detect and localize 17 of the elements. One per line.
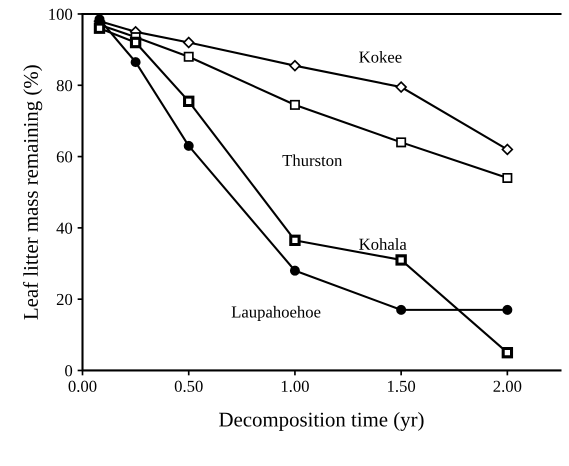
x-axis-title: Decomposition time (yr) <box>219 412 424 431</box>
y-tick-label: 100 <box>49 8 72 20</box>
series-label: Kohala <box>359 238 407 250</box>
x-tick-label: 1.50 <box>388 380 416 392</box>
x-tick-label: 0.00 <box>68 380 96 392</box>
x-tick-label: 1.00 <box>282 380 309 392</box>
series-label: Thurston <box>282 154 342 166</box>
series-label: Kokee <box>359 50 402 63</box>
y-tick-label: 0 <box>65 365 72 376</box>
x-tick-label: 2.00 <box>494 380 522 392</box>
y-tick-label: 40 <box>56 222 72 234</box>
y-tick-label: 20 <box>56 294 72 306</box>
series-label: Laupahoehoe <box>232 306 320 321</box>
x-tick-label: 0.50 <box>174 380 203 392</box>
y-tick-label: 60 <box>56 151 72 163</box>
y-tick-label: 80 <box>56 80 72 92</box>
y-axis-title: Leaf litter mass remaining (%) <box>23 65 42 320</box>
